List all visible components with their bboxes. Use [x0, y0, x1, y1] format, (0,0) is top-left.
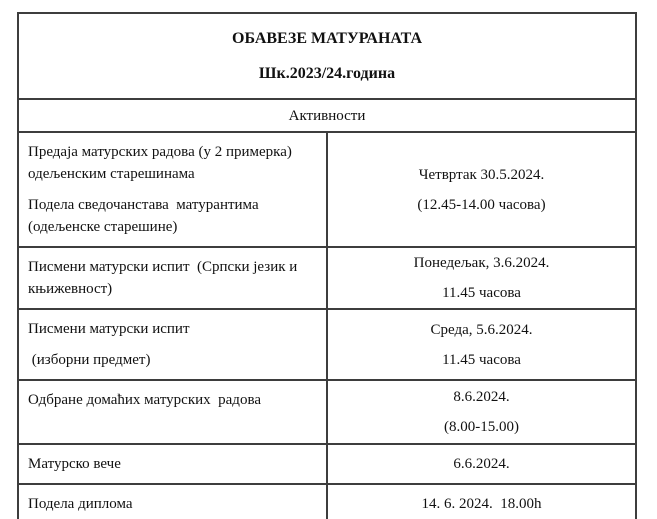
- schedule-text: (12.45-14.00 часова): [417, 196, 546, 213]
- schedule-cell: 8.6.2024. (8.00-15.00): [326, 379, 637, 445]
- document-page: { "doc": { "title": "ОБАВЕЗЕ МАТУРАНАТА"…: [0, 12, 657, 519]
- activity-cell: Писмени матурски испит (Српски језик и к…: [17, 246, 328, 310]
- activity-text: Писмени матурски испит (Српски језик и к…: [28, 259, 302, 297]
- schedule-text: 8.6.2024.: [453, 389, 510, 405]
- schedule-text: Понедељак, 3.6.2024.: [413, 255, 550, 271]
- schedule-text: 11.45 часова: [442, 285, 521, 301]
- schedule-text: 11.45 часова: [442, 351, 521, 368]
- schedule-text: (8.00-15.00): [444, 419, 519, 435]
- page-subtitle: Шк.2023/24.година: [258, 65, 396, 82]
- obligations-table: ОБАВЕЗЕ МАТУРАНАТА Шк.2023/24.година Акт…: [17, 12, 637, 519]
- schedule-cell: 6.6.2024.: [326, 443, 637, 485]
- activity-cell: Подела диплома: [17, 483, 328, 519]
- activity-cell: Матурско вече: [17, 443, 328, 485]
- activity-text: Предаја матурских радова (у 2 примерка) …: [28, 144, 296, 182]
- activity-text: (изборни предмет): [28, 352, 151, 368]
- activity-text: Подела диплома: [28, 496, 133, 512]
- schedule-cell: Понедељак, 3.6.2024. 11.45 часова: [326, 246, 637, 310]
- schedule-cell: Четвртак 30.5.2024. (12.45-14.00 часова): [326, 131, 637, 248]
- activity-cell: Писмени матурски испит (изборни предмет): [17, 308, 328, 381]
- table-row: Писмени матурски испит (Српски језик и к…: [17, 246, 637, 310]
- title-row: ОБАВЕЗЕ МАТУРАНАТА Шк.2023/24.година: [17, 12, 637, 100]
- section-header-row: Активности: [17, 98, 637, 133]
- schedule-cell: 14. 6. 2024. 18.00h: [326, 483, 637, 519]
- table-row: Писмени матурски испит (изборни предмет)…: [17, 308, 637, 381]
- activity-text: Матурско вече: [28, 456, 121, 472]
- table-row: Одбране домаћих матурских радова 8.6.202…: [17, 379, 637, 445]
- section-header-cell: Активности: [17, 98, 637, 133]
- schedule-text: 14. 6. 2024. 18.00h: [421, 496, 542, 512]
- table-row: Матурско вече 6.6.2024.: [17, 443, 637, 485]
- activity-text: Писмени матурски испит: [28, 321, 190, 337]
- schedule-text: Четвртак 30.5.2024.: [418, 166, 545, 183]
- schedule-cell: Среда, 5.6.2024. 11.45 часова: [326, 308, 637, 381]
- activity-text: Одбране домаћих матурских радова: [28, 392, 261, 408]
- page-title: ОБАВЕЗЕ МАТУРАНАТА: [232, 30, 422, 47]
- activity-cell: Одбране домаћих матурских радова: [17, 379, 328, 445]
- table-row: Подела диплома 14. 6. 2024. 18.00h: [17, 483, 637, 519]
- activity-cell: Предаја матурских радова (у 2 примерка) …: [17, 131, 328, 248]
- activity-text: Подела сведочанстава матурантима (одељен…: [28, 197, 263, 235]
- section-header-label: Активности: [288, 107, 366, 124]
- schedule-text: 6.6.2024.: [453, 456, 510, 472]
- title-cell: ОБАВЕЗЕ МАТУРАНАТА Шк.2023/24.година: [17, 12, 637, 100]
- table-row: Предаја матурских радова (у 2 примерка) …: [17, 131, 637, 248]
- schedule-text: Среда, 5.6.2024.: [430, 321, 533, 338]
